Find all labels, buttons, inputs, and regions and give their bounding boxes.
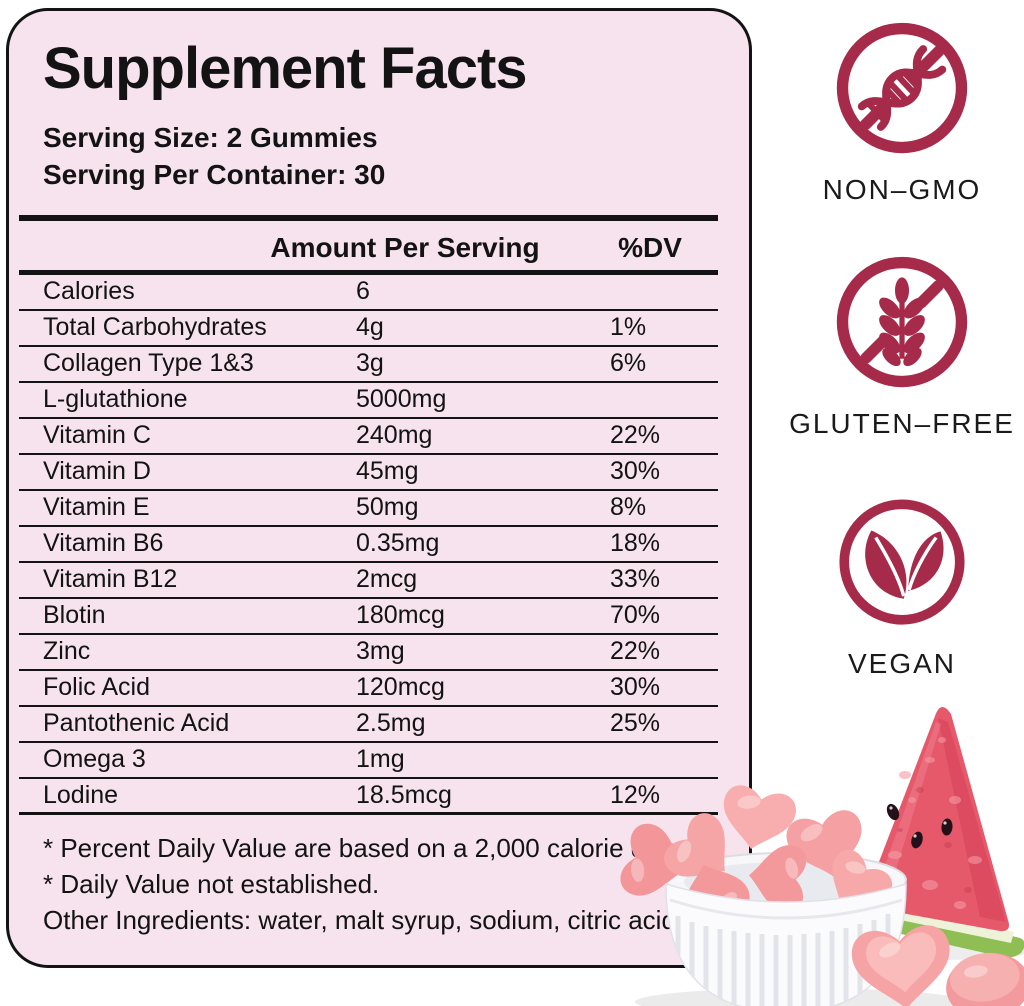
dv-value: 25% <box>610 709 661 738</box>
facts-table-body: Calories 6 Total Carbohydrates 4g 1% Collagen… <box>19 269 718 815</box>
nutrient-name: Omega 3 <box>43 745 146 774</box>
nutrient-name: Zinc <box>43 637 91 666</box>
serving-per-container-text: Serving Per Container: 30 <box>43 158 386 190</box>
badge-vegan: VEGAN <box>780 492 1024 680</box>
product-illustration <box>616 706 1024 1006</box>
nutrient-name: Blotin <box>43 601 106 630</box>
nutrient-name: Lodine <box>43 780 119 809</box>
nutrient-name: Vitamin C <box>43 421 151 450</box>
non-gmo-icon <box>836 22 968 154</box>
amount-value: 5000mg <box>356 385 447 414</box>
column-header-amount: Amount Per Serving <box>270 231 540 263</box>
amount-value: 18.5mcg <box>356 780 452 809</box>
table-row: Lodine 18.5mcg 12% <box>19 779 718 815</box>
amount-value: 3g <box>356 349 384 378</box>
watermelon-seeds <box>886 803 953 849</box>
gluten-free-icon <box>836 256 968 388</box>
amount-value: 4g <box>356 313 384 342</box>
dv-value: 33% <box>610 565 661 594</box>
supplement-facts-panel: Supplement Facts Serving Size: 2 Gummies… <box>6 8 752 968</box>
table-row: Vitamin B6 0.35mg 18% <box>19 527 718 563</box>
dv-value: 70% <box>610 601 661 630</box>
badge-gluten-free-label: GLUTEN–FREE <box>789 408 1015 439</box>
column-header-dv: %DV <box>618 231 682 263</box>
table-row: L-glutathione 5000mg <box>19 383 718 419</box>
dv-value: 1% <box>610 313 647 342</box>
footnote-daily-value: * Percent Daily Value are based on a 2,0… <box>43 832 680 863</box>
ramekin-front <box>665 882 907 1006</box>
table-row: Omega 3 1mg <box>19 743 718 779</box>
table-row: Blotin 180mcg 70% <box>19 599 718 635</box>
footnote-not-established: * Daily Value not established. <box>43 868 380 899</box>
dv-value: 12% <box>610 780 661 809</box>
amount-value: 3mg <box>356 637 405 666</box>
badge-gluten-free: GLUTEN–FREE <box>780 252 1024 440</box>
table-row: Vitamin E 50mg 8% <box>19 491 718 527</box>
facts-table-header: Amount Per Serving %DV <box>19 221 718 270</box>
other-ingredients-text: Other Ingredients: water, malt syrup, so… <box>43 904 684 935</box>
dv-value: 30% <box>610 673 661 702</box>
page-title: Supplement Facts <box>43 36 528 101</box>
serving-info: Serving Size: 2 Gummies Serving Per Cont… <box>43 119 749 193</box>
nutrient-name: Vitamin E <box>43 493 150 522</box>
vegan-icon <box>839 499 965 625</box>
footnotes: * Percent Daily Value are based on a 2,0… <box>43 830 729 938</box>
serving-size-text: Serving Size: 2 Gummies <box>43 121 378 153</box>
nutrient-name: Collagen Type 1&3 <box>43 349 254 378</box>
amount-value: 6 <box>356 277 370 306</box>
amount-value: 180mcg <box>356 601 445 630</box>
facts-table: Amount Per Serving %DV Calories 6 Total Ca… <box>19 214 718 815</box>
table-row: Zinc 3mg 22% <box>19 635 718 671</box>
badge-vegan-label: VEGAN <box>847 648 957 679</box>
nutrient-name: Total Carbohydrates <box>43 313 267 342</box>
amount-value: 2mcg <box>356 565 418 594</box>
table-row: Calories 6 <box>19 275 718 311</box>
amount-value: 2.5mg <box>356 709 426 738</box>
nutrient-name: L-glutathione <box>43 385 188 414</box>
amount-value: 45mg <box>356 457 419 486</box>
badge-non-gmo-label: NON–GMO <box>822 174 982 205</box>
amount-value: 50mg <box>356 493 419 522</box>
amount-value: 240mg <box>356 421 433 450</box>
dv-value: 22% <box>610 637 661 666</box>
front-gummies <box>849 923 1024 1006</box>
badge-non-gmo: NON–GMO <box>780 18 1024 206</box>
dv-value: 6% <box>610 349 647 378</box>
amount-value: 1mg <box>356 745 405 774</box>
nutrient-name: Vitamin D <box>43 457 151 486</box>
dv-value: 18% <box>610 529 661 558</box>
dv-value: 30% <box>610 457 661 486</box>
table-row: Total Carbohydrates 4g 1% <box>19 311 718 347</box>
table-row: Collagen Type 1&3 3g 6% <box>19 347 718 383</box>
dv-value: 8% <box>610 493 647 522</box>
nutrient-name: Folic Acid <box>43 673 150 702</box>
nutrient-name: Vitamin B12 <box>43 565 178 594</box>
nutrient-name: Vitamin B6 <box>43 529 164 558</box>
nutrient-name: Calories <box>43 277 135 306</box>
table-row: Vitamin D 45mg 30% <box>19 455 718 491</box>
table-row: Folic Acid 120mcg 30% <box>19 671 718 707</box>
amount-value: 120mcg <box>356 673 445 702</box>
table-row: Vitamin B12 2mcg 33% <box>19 563 718 599</box>
nutrient-name: Pantothenic Acid <box>43 709 230 738</box>
table-row: Vitamin C 240mg 22% <box>19 419 718 455</box>
table-row: Pantothenic Acid 2.5mg 25% <box>19 707 718 743</box>
amount-value: 0.35mg <box>356 529 440 558</box>
dv-value: 22% <box>610 421 661 450</box>
